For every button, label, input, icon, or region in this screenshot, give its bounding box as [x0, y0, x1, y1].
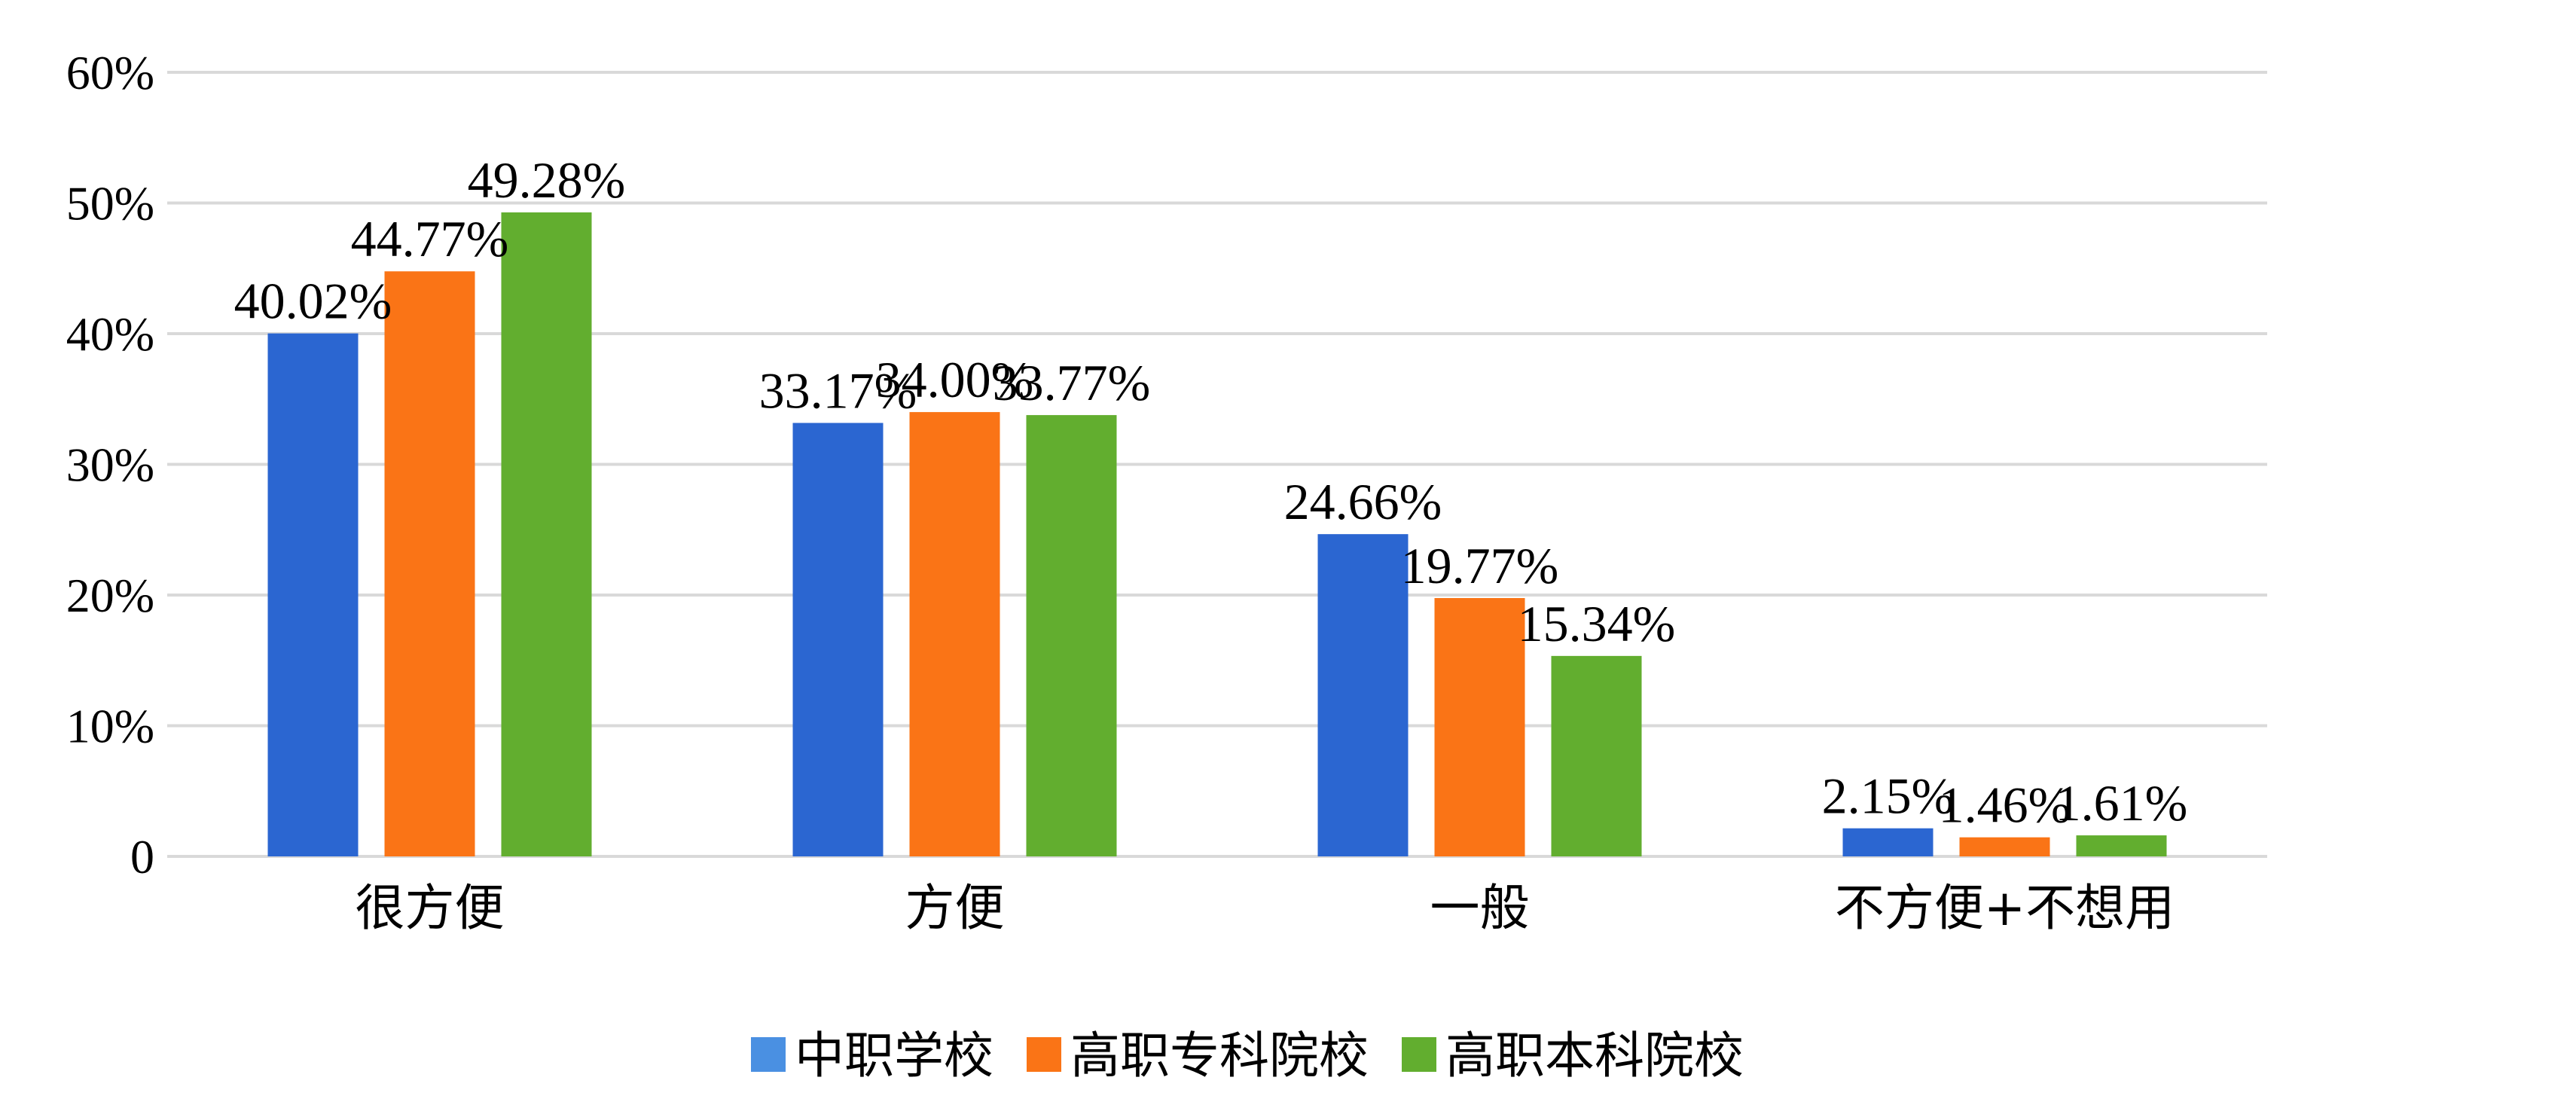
y-tick-label: 40% [66, 307, 154, 361]
bar-3-1 [501, 212, 592, 856]
legend-swatch-2 [1027, 1037, 1061, 1072]
bar-1-1 [267, 333, 359, 856]
bar-3-4 [2076, 835, 2167, 856]
y-tick-label: 0 [130, 830, 154, 884]
category-label: 很方便 [356, 879, 505, 937]
bar-1-2 [792, 423, 884, 856]
y-axis: 0 10% 20% 30% 40% 50% 60% [66, 46, 154, 884]
category-label: 不方便+不想用 [1835, 879, 2175, 937]
data-label: 34.00% [876, 351, 1034, 408]
legend-swatch-1 [751, 1037, 786, 1072]
data-label: 49.28% [468, 151, 626, 209]
legend-label: 中职学校 [795, 1027, 993, 1085]
data-label: 1.46% [1939, 777, 2071, 834]
category-label: 一般 [1430, 879, 1530, 937]
data-labels: 40.02% 44.77%49.28% 33.17%34.00%33.77% 24.6… [234, 151, 2188, 834]
y-tick-label: 60% [66, 46, 154, 99]
data-label: 44.77% [351, 210, 509, 267]
bar-2-2 [909, 412, 1000, 856]
bar-1-4 [1842, 828, 1934, 856]
data-label: 1.61% [2056, 774, 2188, 832]
y-tick-label: 20% [66, 569, 154, 622]
bar-3-3 [1551, 655, 1642, 856]
data-label: 33.77% [993, 354, 1151, 411]
bar-2-4 [1959, 837, 2050, 856]
y-tick-label: 10% [66, 700, 154, 753]
data-label: 24.66% [1284, 473, 1442, 530]
bar-2-3 [1434, 597, 1525, 856]
bar-2-1 [384, 271, 475, 857]
data-label: 2.15% [1822, 768, 1955, 825]
legend-swatch-3 [1402, 1037, 1436, 1072]
legend-label: 高职专科院校 [1070, 1027, 1369, 1085]
data-label: 15.34% [1518, 595, 1676, 652]
x-axis: 很方便 方便 一般 不方便+不想用 [356, 879, 2175, 937]
bar-3-2 [1026, 415, 1117, 856]
legend-label: 高职本科院校 [1445, 1027, 1744, 1085]
legend: 中职学校 高职专科院校 高职本科院校 [751, 1027, 1744, 1085]
bar-1-3 [1317, 534, 1409, 856]
category-label: 方便 [905, 879, 1005, 937]
data-label: 33.17% [759, 362, 917, 420]
data-label: 40.02% [234, 273, 392, 330]
y-tick-label: 50% [66, 177, 154, 230]
y-tick-label: 30% [66, 438, 154, 492]
bars [267, 212, 2167, 857]
data-label: 19.77% [1401, 537, 1559, 594]
